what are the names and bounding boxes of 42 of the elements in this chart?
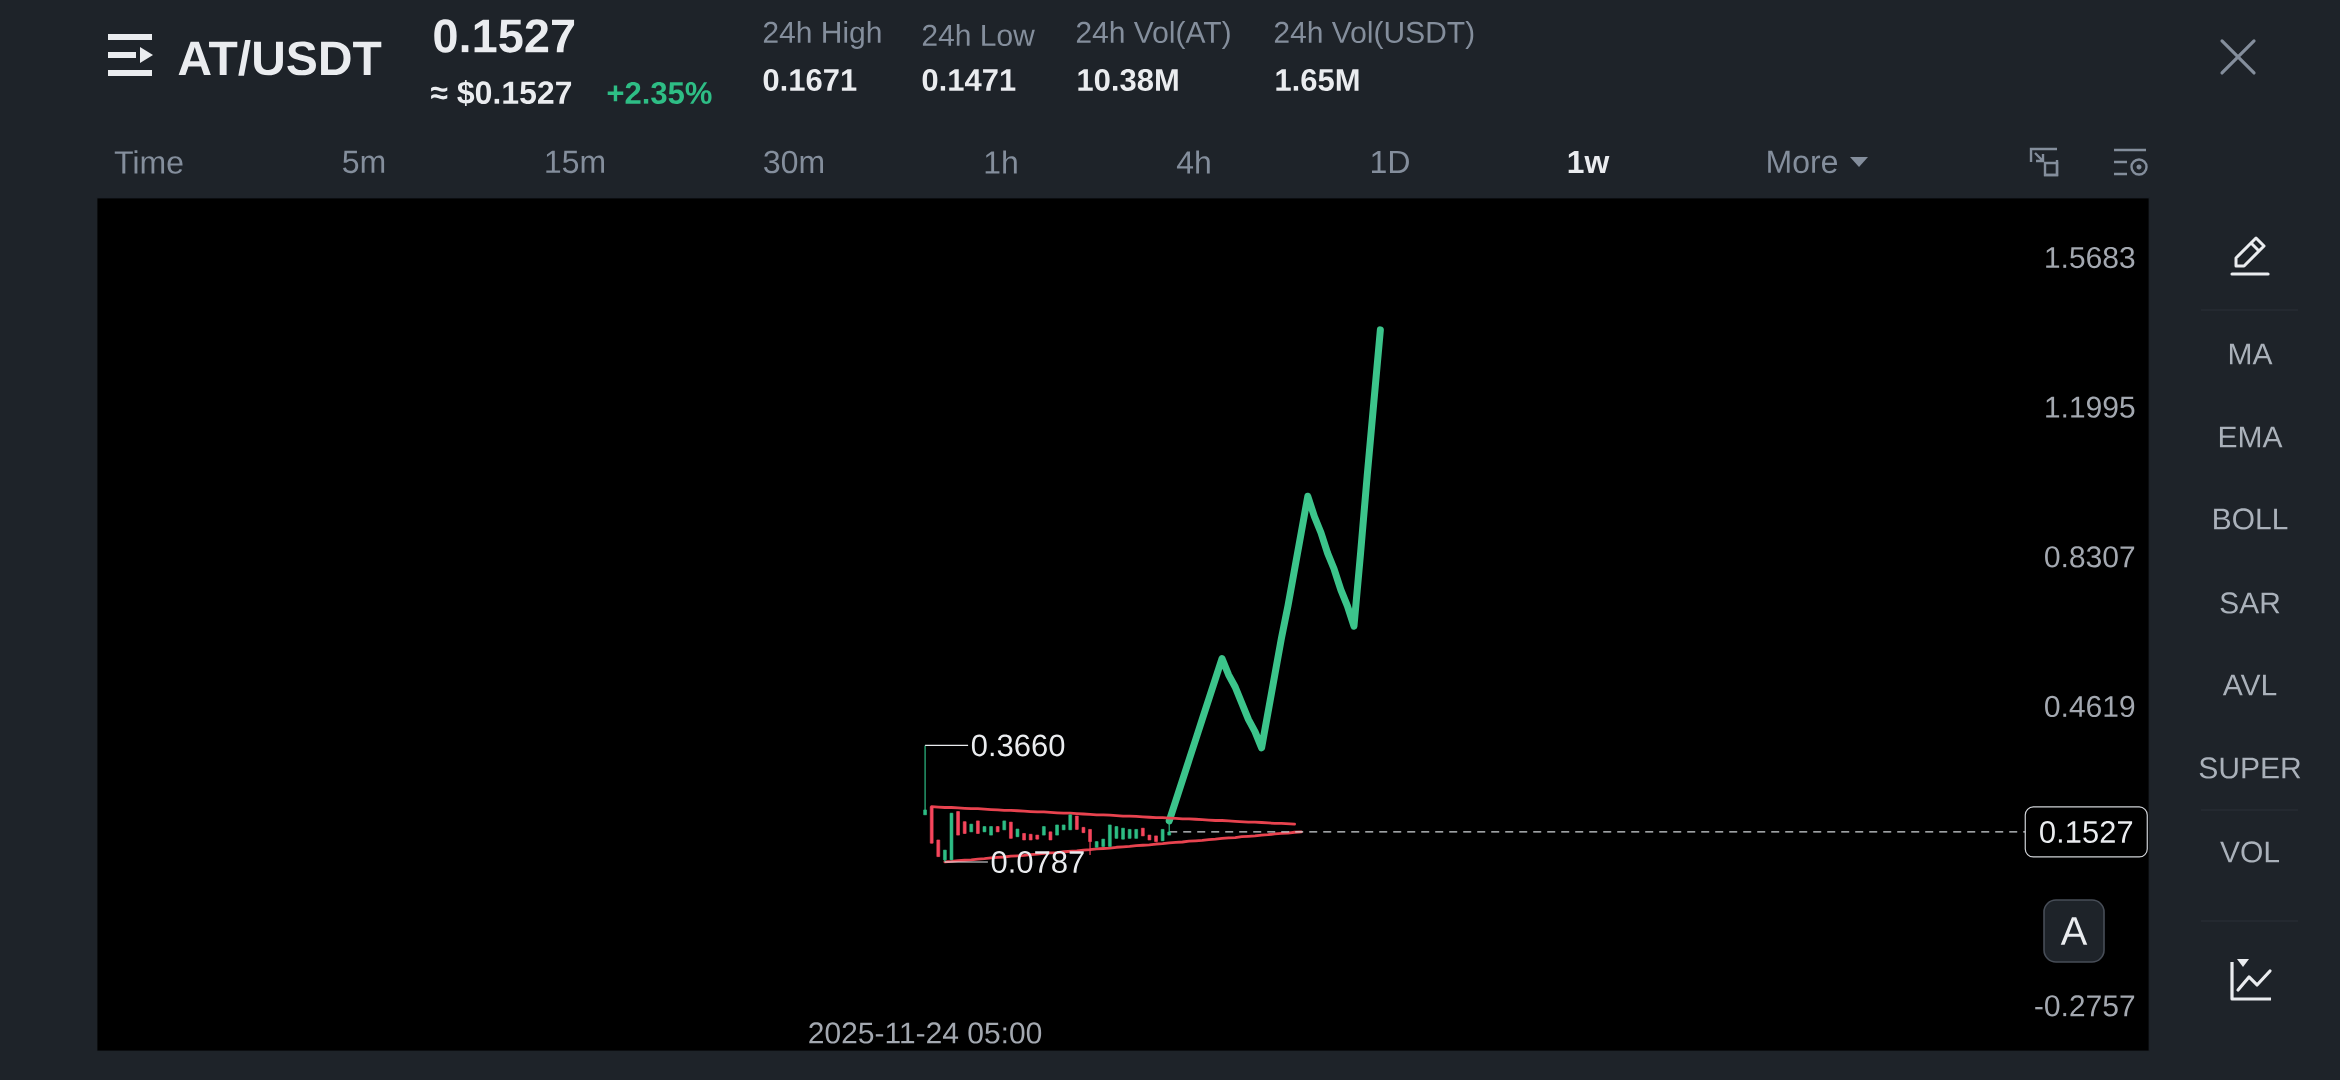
y-tick-label: 1.1995: [2046, 396, 2135, 418]
text: 1D: [1372, 150, 1409, 173]
text: 1w: [1568, 150, 1610, 173]
candlestick: [923, 744, 927, 816]
candlestick: [1108, 824, 1112, 848]
y-tick-label: 1.5683: [2046, 246, 2135, 269]
text: 24h High: [763, 21, 881, 49]
text: 1h: [985, 150, 1017, 174]
annotation: A: [2060, 917, 2088, 945]
ref-line-label: 0.1527: [2040, 821, 2133, 843]
text: 0.1471: [922, 69, 1016, 91]
text: Time: [114, 150, 183, 174]
text: SUPER: [2199, 757, 2301, 779]
text: 10.38M: [1078, 68, 1178, 91]
annotation: 0.3660: [971, 734, 1065, 757]
text: 24h Vol(USDT): [1274, 21, 1474, 49]
text: VOL: [2220, 841, 2280, 863]
annotation: 2025-11-24 05:00: [809, 1022, 1042, 1044]
candlestick: [1088, 828, 1092, 856]
text: SAR: [2220, 592, 2280, 614]
text: More: [1768, 150, 1838, 174]
text: 1.65M: [1276, 69, 1359, 91]
text: 0.1527: [434, 19, 575, 53]
text: 24h Low: [922, 23, 1035, 46]
y-tick-label: 0.4619: [2045, 695, 2135, 718]
text: 5m: [343, 150, 385, 174]
text: 4h: [1176, 150, 1210, 174]
text: 24h Vol(AT): [1076, 21, 1230, 49]
text: +2.35%: [607, 81, 712, 104]
text: AVL: [2222, 674, 2277, 696]
candlestick: [956, 810, 960, 836]
annotation: 0.0787: [991, 851, 1084, 873]
text: BOLL: [2214, 508, 2288, 530]
chart-title: AT/USDT: [178, 40, 382, 76]
text: 30m: [764, 150, 823, 174]
text: MA: [2229, 343, 2273, 365]
text: 0.1671: [763, 69, 857, 91]
text: ≈ $0.1527: [431, 79, 572, 107]
text: 15m: [546, 150, 604, 174]
y-tick-label: -0.2757: [2035, 995, 2135, 1017]
y-tick-label: 0.8307: [2045, 546, 2135, 568]
text: EMA: [2219, 426, 2283, 448]
